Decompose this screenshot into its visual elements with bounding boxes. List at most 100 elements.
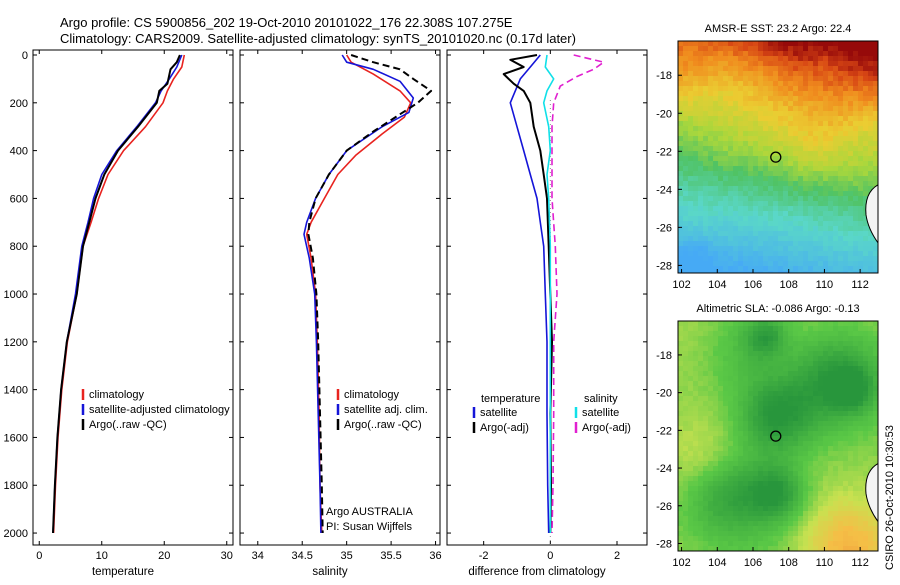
map-cell <box>693 466 699 472</box>
map-cell <box>773 186 779 192</box>
map-cell <box>843 91 849 97</box>
map-cell <box>758 191 764 197</box>
map-cell <box>718 191 724 197</box>
map-cell <box>873 161 879 167</box>
map-cell <box>768 541 774 547</box>
map-cell <box>718 436 724 442</box>
map-cell <box>703 461 709 467</box>
map-cell <box>838 491 844 497</box>
map-cell <box>808 346 814 352</box>
map-cell <box>803 106 809 112</box>
map-cell <box>773 481 779 487</box>
map-cell <box>738 131 744 137</box>
map-cell <box>843 466 849 472</box>
map-cell <box>803 76 809 82</box>
map-cell <box>838 406 844 412</box>
map-cell <box>703 116 709 122</box>
x-tick-label: 102 <box>672 557 690 569</box>
map-cell <box>828 221 834 227</box>
map-cell <box>783 196 789 202</box>
map-cell <box>758 141 764 147</box>
map-cell <box>743 366 749 372</box>
credit-stamp: CSIRO 26-Oct-2010 10:30:53 <box>884 425 896 570</box>
map-cell <box>813 351 819 357</box>
map-cell <box>808 226 814 232</box>
map-cell <box>698 251 704 257</box>
map-cell <box>853 141 859 147</box>
map-cell <box>863 246 869 252</box>
map-cell <box>698 76 704 82</box>
map-cell <box>683 531 689 537</box>
map-cell <box>718 111 724 117</box>
map-cell <box>683 381 689 387</box>
map-cell <box>838 396 844 402</box>
map-cell <box>823 526 829 532</box>
map-cell <box>733 541 739 547</box>
map-cell <box>778 236 784 242</box>
map-cell <box>798 151 804 157</box>
map-cell <box>793 241 799 247</box>
map-cell <box>693 216 699 222</box>
map-cell <box>758 66 764 72</box>
map-cell <box>808 141 814 147</box>
map-cell <box>758 356 764 362</box>
map-cell <box>683 471 689 477</box>
map-cell <box>723 96 729 102</box>
map-cell <box>813 161 819 167</box>
map-cell <box>778 161 784 167</box>
map-cell <box>703 356 709 362</box>
map-cell <box>768 231 774 237</box>
map-cell <box>858 236 864 242</box>
map-cell <box>808 136 814 142</box>
map-cell <box>743 66 749 72</box>
map-cell <box>818 51 824 57</box>
map-cell <box>838 46 844 52</box>
map-cell <box>713 401 719 407</box>
map-cell <box>758 136 764 142</box>
map-cell <box>853 176 859 182</box>
map-cell <box>733 116 739 122</box>
map-cell <box>868 51 874 57</box>
map-cell <box>723 531 729 537</box>
map-cell <box>793 321 799 327</box>
map-cell <box>718 41 724 47</box>
map-cell <box>763 396 769 402</box>
map-cell <box>748 411 754 417</box>
map-cell <box>743 346 749 352</box>
map-cell <box>828 446 834 452</box>
map-cell <box>783 486 789 492</box>
map-cell <box>723 321 729 327</box>
map-cell <box>698 201 704 207</box>
map-cell <box>868 546 874 552</box>
map-cell <box>678 66 684 72</box>
series-line-argo <box>307 54 433 534</box>
map-cell <box>728 361 734 367</box>
map-cell <box>868 41 874 47</box>
map-cell <box>768 66 774 72</box>
map-cell <box>798 181 804 187</box>
map-cell <box>738 506 744 512</box>
map-cell <box>818 431 824 437</box>
map-cell <box>718 326 724 332</box>
map-cell <box>773 161 779 167</box>
map-cell <box>818 146 824 152</box>
map-cell <box>723 476 729 482</box>
map-cell <box>778 331 784 337</box>
map-cell <box>763 81 769 87</box>
map-cell <box>763 196 769 202</box>
map-cell <box>838 381 844 387</box>
map-cell <box>683 171 689 177</box>
map-cell <box>693 486 699 492</box>
map-cell <box>683 371 689 377</box>
map-cell <box>728 201 734 207</box>
map-cell <box>708 121 714 127</box>
map-cell <box>768 196 774 202</box>
map-cell <box>758 486 764 492</box>
map-cell <box>683 251 689 257</box>
map-cell <box>778 81 784 87</box>
map-cell <box>713 441 719 447</box>
map-cell <box>758 196 764 202</box>
map-cell <box>693 196 699 202</box>
map-cell <box>728 411 734 417</box>
map-cell <box>828 321 834 327</box>
